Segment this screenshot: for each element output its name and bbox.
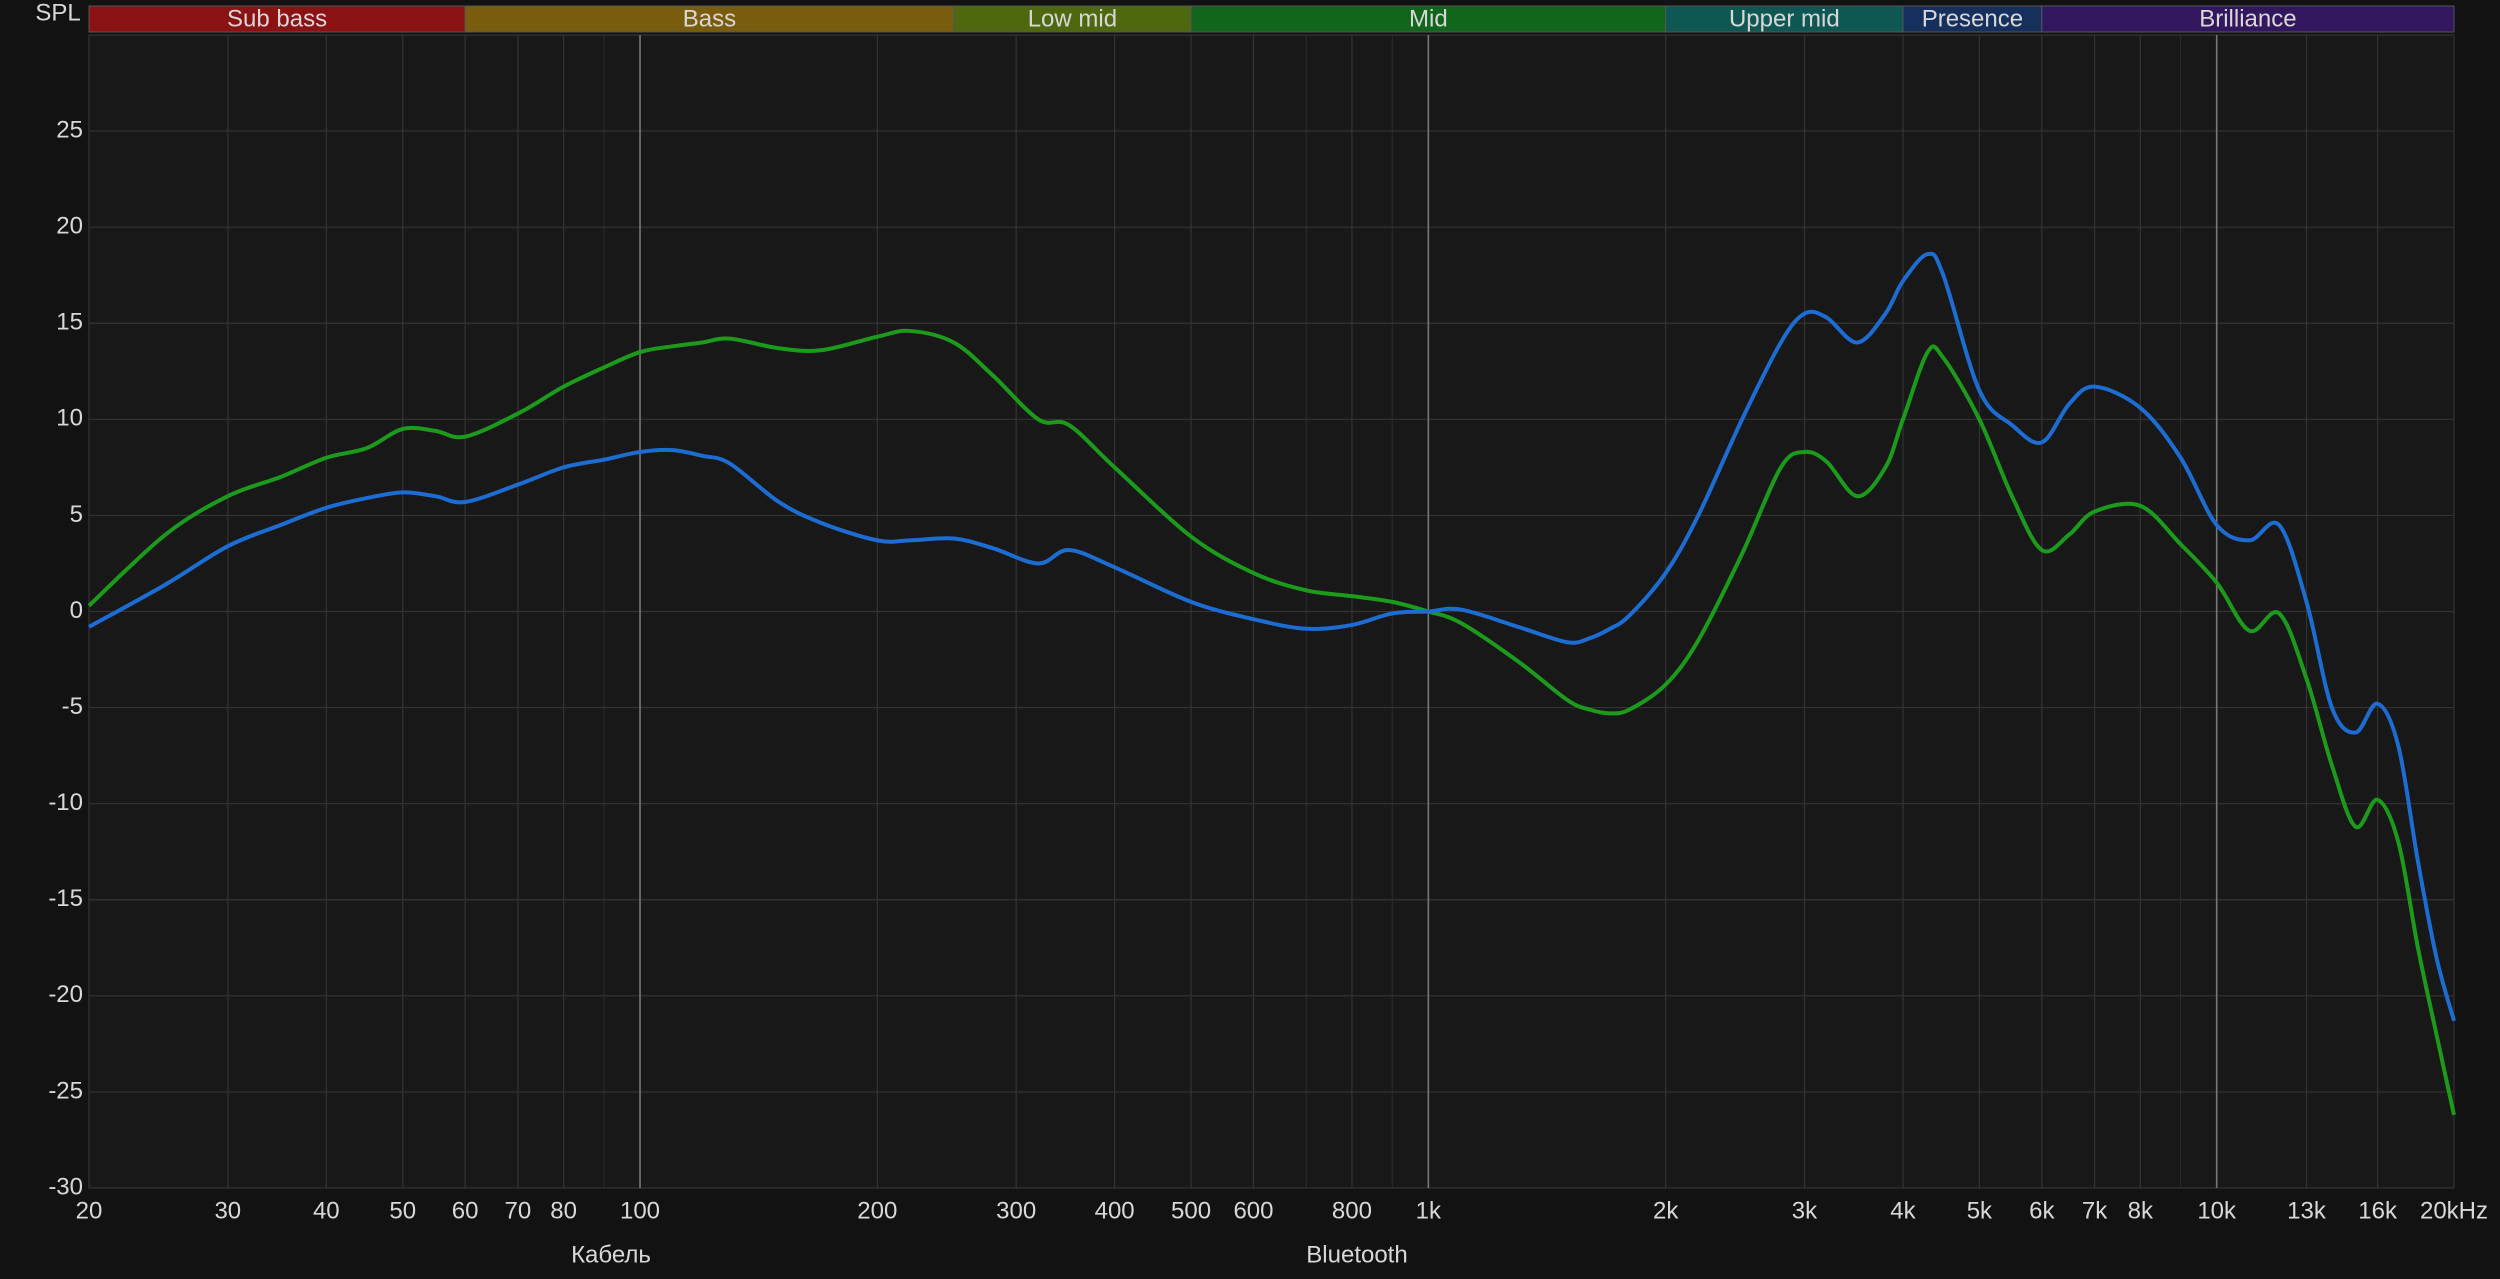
x-tick-label: 300 <box>996 1197 1036 1224</box>
y-tick-label: -5 <box>62 693 83 720</box>
band-label: Brilliance <box>2199 5 2296 32</box>
x-tick-label: 20 <box>76 1197 103 1224</box>
band <box>1190 5 1667 33</box>
y-tick-label: -20 <box>48 981 83 1008</box>
y-tick-label: 5 <box>70 501 83 528</box>
x-tick-label: 4k <box>1890 1197 1916 1224</box>
x-tick-label: 13k <box>2287 1197 2327 1224</box>
x-tick-label: 100 <box>620 1197 660 1224</box>
x-tick-label: 400 <box>1095 1197 1135 1224</box>
y-tick-label: 25 <box>56 116 83 143</box>
band <box>953 5 1192 33</box>
x-tick-label: 40 <box>313 1197 340 1224</box>
x-tick-label: 500 <box>1171 1197 1211 1224</box>
band-label: Mid <box>1409 5 1448 32</box>
y-tick-label: 15 <box>56 309 83 336</box>
band <box>464 5 955 33</box>
band <box>88 5 466 33</box>
x-tick-label: 10k <box>2197 1197 2237 1224</box>
x-tick-label: 3k <box>1792 1197 1818 1224</box>
band-label: Presence <box>1922 5 2023 32</box>
band-label: Low mid <box>1028 5 1117 32</box>
y-tick-label: -30 <box>48 1173 83 1200</box>
x-tick-label: 20kHz <box>2420 1197 2488 1224</box>
x-tick-label: 2k <box>1653 1197 1679 1224</box>
x-tick-label: 16k <box>2358 1197 2398 1224</box>
band-label: Sub bass <box>227 5 327 32</box>
x-tick-label: 60 <box>452 1197 479 1224</box>
x-tick-label: 70 <box>505 1197 532 1224</box>
legend-label: Кабель <box>571 1241 651 1268</box>
x-tick-label: 8k <box>2128 1197 2154 1224</box>
x-tick-label: 80 <box>550 1197 577 1224</box>
y-tick-label: 10 <box>56 405 83 432</box>
x-tick-label: 50 <box>389 1197 416 1224</box>
x-tick-label: 5k <box>1967 1197 1993 1224</box>
y-tick-label: 0 <box>70 597 83 624</box>
band <box>1665 5 1904 33</box>
y-axis-label: SPL <box>35 0 80 26</box>
x-tick-label: 7k <box>2082 1197 2108 1224</box>
y-tick-label: 20 <box>56 213 83 240</box>
x-tick-label: 200 <box>857 1197 897 1224</box>
series-line <box>87 328 2456 1116</box>
band-label: Upper mid <box>1729 5 1840 32</box>
x-tick-label: 1k <box>1416 1197 1442 1224</box>
y-tick-label: -25 <box>48 1077 83 1104</box>
x-tick-label: 600 <box>1233 1197 1273 1224</box>
y-tick-label: -15 <box>48 885 83 912</box>
x-tick-label: 800 <box>1332 1197 1372 1224</box>
y-tick-label: -10 <box>48 789 83 816</box>
band <box>2041 5 2455 33</box>
series-line <box>88 251 2456 1022</box>
x-tick-label: 6k <box>2029 1197 2055 1224</box>
x-tick-label: 30 <box>214 1197 241 1224</box>
band-label: Bass <box>683 5 736 32</box>
legend-label: Bluetooth <box>1306 1241 1407 1268</box>
